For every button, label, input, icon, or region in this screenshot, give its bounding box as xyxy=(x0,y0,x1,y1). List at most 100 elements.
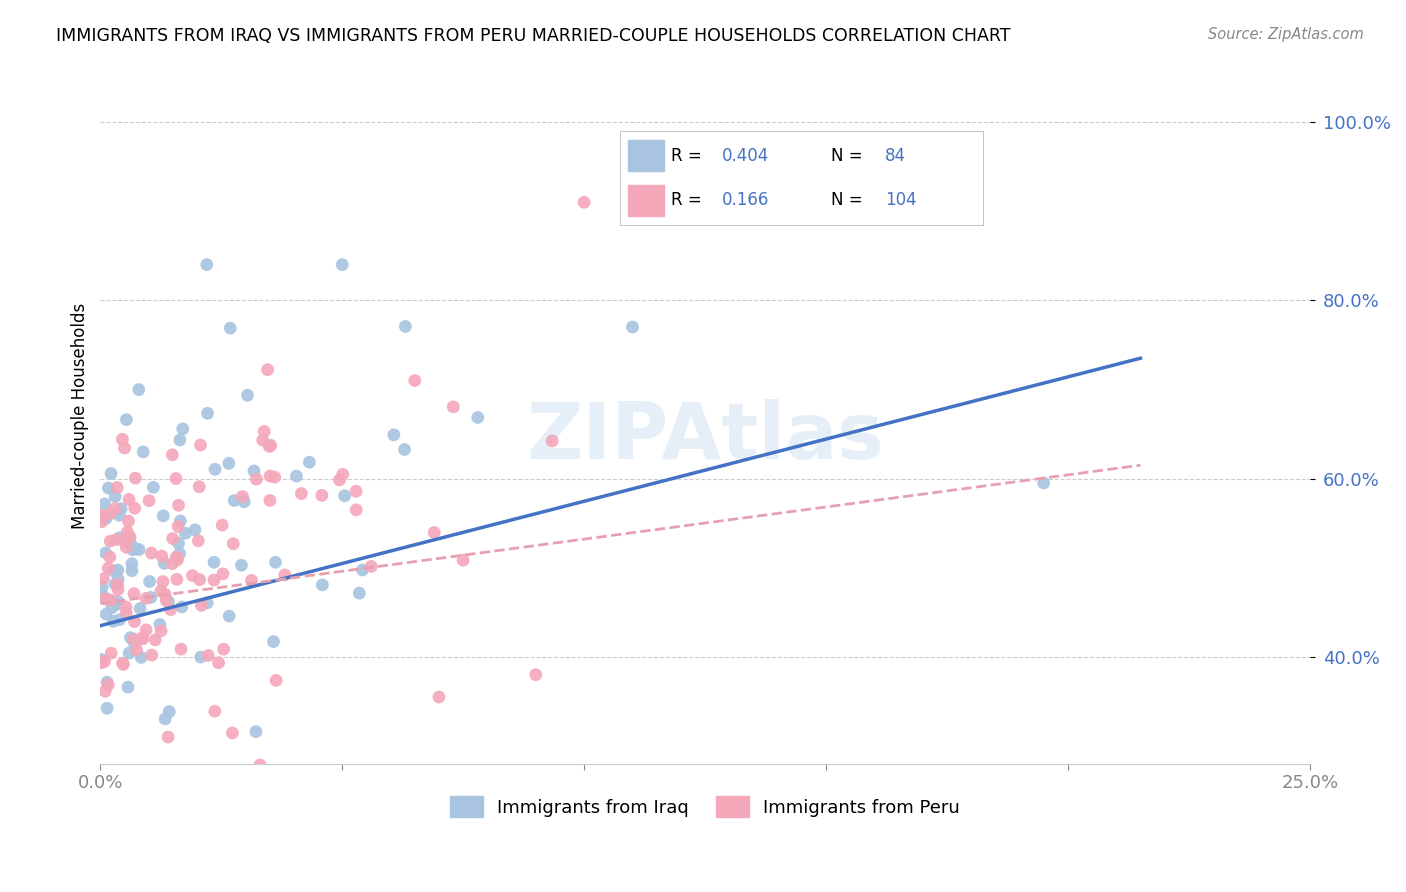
Point xyxy=(97,678,120,692)
Point xyxy=(139,591,162,605)
Point xyxy=(1032,476,1054,491)
Point xyxy=(211,518,233,533)
Point xyxy=(104,501,127,516)
Point xyxy=(107,582,129,597)
Point xyxy=(143,632,166,647)
Point xyxy=(260,438,283,452)
Point xyxy=(115,599,138,614)
Point xyxy=(174,526,197,541)
Point xyxy=(153,557,176,571)
Point xyxy=(311,488,333,502)
Point xyxy=(170,600,193,615)
Point xyxy=(218,456,240,470)
Point xyxy=(224,493,246,508)
Point xyxy=(98,534,121,549)
Point xyxy=(222,537,245,551)
Point xyxy=(153,712,176,726)
Point xyxy=(169,547,191,561)
Point xyxy=(94,546,117,560)
Point xyxy=(256,362,278,376)
Point xyxy=(441,400,464,414)
Point xyxy=(169,514,191,528)
Point xyxy=(231,490,253,504)
Point xyxy=(150,549,173,563)
Point xyxy=(124,501,146,516)
Point xyxy=(264,673,287,688)
Point xyxy=(333,489,356,503)
Point xyxy=(423,525,446,540)
Point xyxy=(170,642,193,657)
Point xyxy=(167,536,190,550)
Point xyxy=(108,508,131,523)
Point xyxy=(103,615,125,629)
Point xyxy=(344,503,367,517)
Point xyxy=(349,586,371,600)
Point xyxy=(97,481,120,495)
Point xyxy=(115,541,138,555)
Point xyxy=(167,519,190,533)
Point xyxy=(231,558,253,573)
Point xyxy=(187,533,209,548)
Point xyxy=(93,497,115,511)
Point xyxy=(298,455,321,469)
Point xyxy=(104,577,127,591)
Point xyxy=(129,601,152,615)
Point xyxy=(207,656,229,670)
Point xyxy=(572,195,595,210)
Point xyxy=(245,472,267,486)
Point xyxy=(212,566,235,581)
Legend: Immigrants from Iraq, Immigrants from Peru: Immigrants from Iraq, Immigrants from Pe… xyxy=(443,789,967,824)
Point xyxy=(96,701,118,715)
Point xyxy=(181,568,204,582)
Point xyxy=(149,583,172,598)
Point xyxy=(105,598,128,612)
Point xyxy=(93,655,115,669)
Point xyxy=(108,531,131,545)
Point xyxy=(120,631,142,645)
Point xyxy=(98,593,121,607)
Point xyxy=(103,564,125,578)
Point xyxy=(132,630,155,644)
Point xyxy=(190,438,212,452)
Point xyxy=(93,511,115,525)
Point xyxy=(240,574,263,588)
Point xyxy=(93,590,115,604)
Point xyxy=(110,501,132,516)
Point xyxy=(204,462,226,476)
Point xyxy=(252,434,274,448)
Point xyxy=(121,557,143,571)
Point xyxy=(157,595,180,609)
Point xyxy=(157,730,180,744)
Point xyxy=(117,524,139,539)
Point xyxy=(404,374,426,388)
Point xyxy=(100,467,122,481)
Point xyxy=(165,549,187,564)
Point xyxy=(195,258,218,272)
Point xyxy=(125,643,148,657)
Point xyxy=(395,773,418,788)
Point xyxy=(162,532,184,546)
Point xyxy=(274,568,297,582)
Point xyxy=(138,493,160,508)
Point xyxy=(90,656,112,670)
Point xyxy=(107,594,129,608)
Point xyxy=(129,650,152,665)
Point xyxy=(162,448,184,462)
Point xyxy=(97,561,120,575)
Text: IMMIGRANTS FROM IRAQ VS IMMIGRANTS FROM PERU MARRIED-COUPLE HOUSEHOLDS CORRELATI: IMMIGRANTS FROM IRAQ VS IMMIGRANTS FROM … xyxy=(56,27,1011,45)
Point xyxy=(195,596,218,610)
Point xyxy=(141,546,163,560)
Point xyxy=(169,433,191,447)
Point xyxy=(202,555,225,569)
Point xyxy=(219,321,242,335)
Point xyxy=(190,599,212,613)
Point xyxy=(245,724,267,739)
Point xyxy=(107,563,129,577)
Point xyxy=(100,593,122,607)
Point xyxy=(197,406,219,420)
Point xyxy=(135,623,157,637)
Point xyxy=(111,657,134,671)
Point xyxy=(152,508,174,523)
Point xyxy=(108,613,131,627)
Point xyxy=(202,573,225,587)
